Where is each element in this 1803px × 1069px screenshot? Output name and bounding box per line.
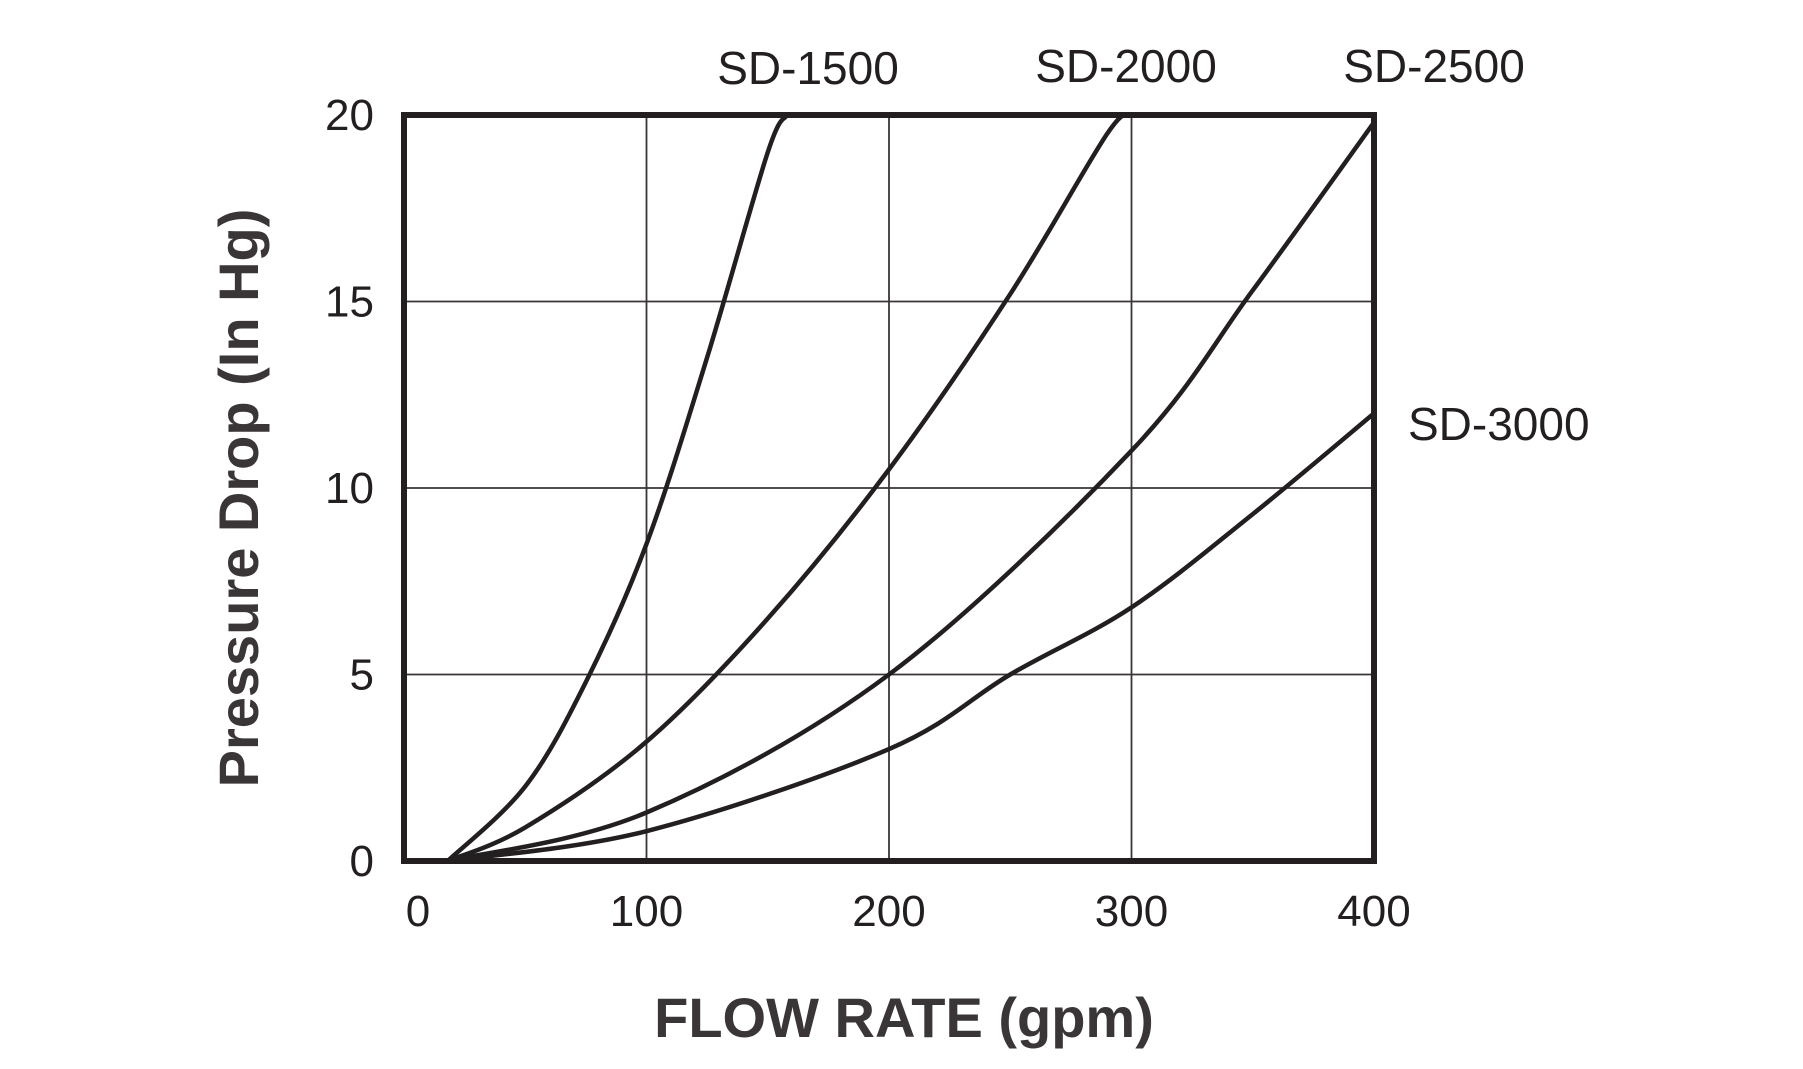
y-tick-label: 0 xyxy=(350,837,374,886)
y-axis-ticks: 0 5 10 15 20 xyxy=(325,91,374,886)
x-tick-label: 400 xyxy=(1337,887,1410,936)
series-line-sd-2000 xyxy=(445,112,1134,864)
x-tick-label: 300 xyxy=(1095,887,1168,936)
series-label-sd-1500: SD-1500 xyxy=(717,42,899,94)
series-curves xyxy=(445,112,1377,864)
series-line-sd-2500 xyxy=(445,120,1377,864)
series-label-sd-2500: SD-2500 xyxy=(1343,40,1525,92)
series-labels: SD-1500 SD-2000 SD-2500 SD-3000 xyxy=(717,40,1589,450)
x-tick-label: 100 xyxy=(610,887,683,936)
series-line-sd-1500 xyxy=(445,112,790,864)
y-tick-label: 10 xyxy=(325,464,374,513)
series-label-sd-2000: SD-2000 xyxy=(1035,40,1217,92)
y-tick-label: 20 xyxy=(325,91,374,140)
y-axis-title: Pressure Drop (In Hg) xyxy=(207,209,270,788)
x-tick-label: 0 xyxy=(406,887,430,936)
plot-frame xyxy=(401,112,1377,864)
series-label-sd-3000: SD-3000 xyxy=(1408,398,1590,450)
x-tick-label: 200 xyxy=(852,887,925,936)
y-tick-label: 15 xyxy=(325,278,374,327)
y-tick-label: 5 xyxy=(350,651,374,700)
series-line-sd-3000 xyxy=(445,411,1377,864)
x-axis-title: FLOW RATE (gpm) xyxy=(654,986,1154,1049)
x-axis-ticks: 0 100 200 300 400 xyxy=(406,887,1411,936)
